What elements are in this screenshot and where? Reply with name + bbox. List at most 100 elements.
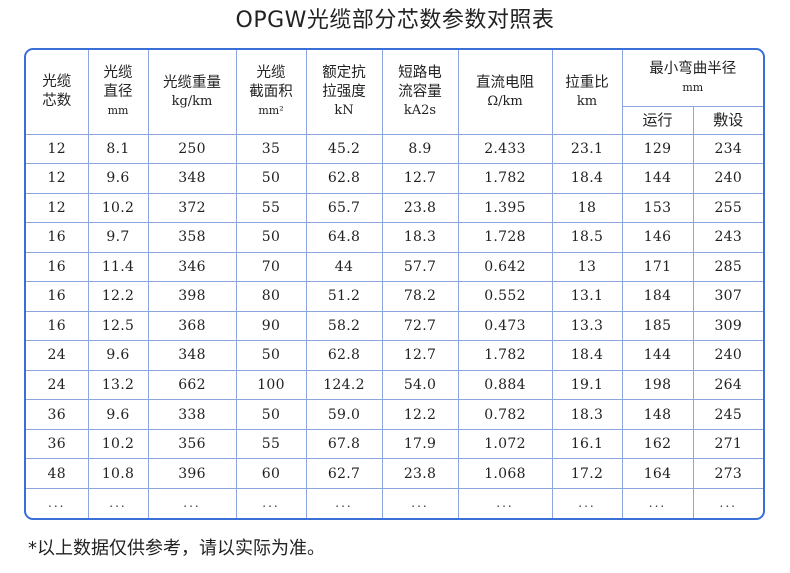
cell-diameter: 8.1 xyxy=(87,133,149,165)
cell-ratio: 13.1 xyxy=(551,281,623,312)
cell-strength: 65.7 xyxy=(305,192,383,224)
cell-ratio: 18.4 xyxy=(551,163,623,194)
cell-radius-run: 146 xyxy=(621,222,694,253)
cell-radius-run: 162 xyxy=(621,428,694,460)
cell-weight: 358 xyxy=(147,222,237,253)
cell-weight: 338 xyxy=(147,399,237,430)
cell-resistance: 2.433 xyxy=(457,133,553,165)
cell-strength: 62.7 xyxy=(305,458,383,489)
cell-radius-run: 185 xyxy=(621,310,694,342)
cell-strength: 45.2 xyxy=(305,133,383,165)
cell-radius-lay: 243 xyxy=(692,222,763,253)
cell-area: 50 xyxy=(235,163,307,194)
cell-radius-lay: 255 xyxy=(692,192,763,224)
cell-short-circuit: 12.7 xyxy=(381,340,459,371)
cell-area: 35 xyxy=(235,133,307,165)
cell-strength: 58.2 xyxy=(305,310,383,342)
cell-cores: 24 xyxy=(26,340,89,371)
table-header: 光缆 芯数 光缆 直径 mm 光缆重量 kg/km 光缆 截面积 mm² xyxy=(26,50,763,135)
header-resistance: 直流电阻 Ω/km xyxy=(457,50,553,135)
cell-ratio: 19.1 xyxy=(551,369,623,401)
cell-weight: 348 xyxy=(147,340,237,371)
cell-cores: 12 xyxy=(26,163,89,194)
cell-diameter: 10.2 xyxy=(87,428,149,460)
cell-short-circuit: 17.9 xyxy=(381,428,459,460)
cell-radius-lay: 245 xyxy=(692,399,763,430)
cell-ratio: 18.4 xyxy=(551,340,623,371)
cell-resistance: 0.782 xyxy=(457,399,553,430)
cell-weight: 396 xyxy=(147,458,237,489)
cell-cores: 36 xyxy=(26,399,89,430)
cell-short-circuit: 54.0 xyxy=(381,369,459,401)
cell-diameter: 10.8 xyxy=(87,458,149,489)
header-radius-lay: 敷设 xyxy=(692,105,763,135)
header-cores: 光缆 芯数 xyxy=(26,50,89,135)
cell-resistance: ... xyxy=(457,487,553,518)
cell-radius-run: 198 xyxy=(621,369,694,401)
cell-cores: 48 xyxy=(26,458,89,489)
cell-area: 60 xyxy=(235,458,307,489)
table-row: 24 13.2 662 100 124.2 54.0 0.884 19.1 198 264 xyxy=(26,369,763,401)
cell-cores: 16 xyxy=(26,310,89,342)
cell-weight: 356 xyxy=(147,428,237,460)
cell-short-circuit: 18.3 xyxy=(381,222,459,253)
cell-weight: 348 xyxy=(147,163,237,194)
header-bend-radius: 最小弯曲半径 mm xyxy=(621,50,763,107)
table-row: 16 9.7 358 50 64.8 18.3 1.728 18.5 146 243 xyxy=(26,222,763,253)
cell-short-circuit: 12.7 xyxy=(381,163,459,194)
cell-radius-lay: 273 xyxy=(692,458,763,489)
cell-ratio: 13 xyxy=(551,251,623,283)
cell-cores: 16 xyxy=(26,251,89,283)
cell-cores: 12 xyxy=(26,192,89,224)
cell-diameter: 9.7 xyxy=(87,222,149,253)
cell-resistance: 0.884 xyxy=(457,369,553,401)
cell-radius-lay: 285 xyxy=(692,251,763,283)
cell-radius-run: 144 xyxy=(621,340,694,371)
cell-area: 90 xyxy=(235,310,307,342)
cell-radius-lay: 264 xyxy=(692,369,763,401)
table-row: 12 10.2 372 55 65.7 23.8 1.395 18 153 255 xyxy=(26,192,763,224)
cell-diameter: 9.6 xyxy=(87,163,149,194)
cell-strength: 64.8 xyxy=(305,222,383,253)
cell-radius-lay: ... xyxy=(692,487,763,518)
cell-strength: 124.2 xyxy=(305,369,383,401)
parameter-table: 光缆 芯数 光缆 直径 mm 光缆重量 kg/km 光缆 截面积 mm² xyxy=(26,50,763,518)
cell-diameter: 11.4 xyxy=(87,251,149,283)
page-title: OPGW光缆部分芯数参数对照表 xyxy=(235,8,555,33)
cell-short-circuit: 78.2 xyxy=(381,281,459,312)
cell-cores: 24 xyxy=(26,369,89,401)
cell-ratio: 18.3 xyxy=(551,399,623,430)
cell-radius-lay: 307 xyxy=(692,281,763,312)
footnote: *以上数据仅供参考，请以实际为准。 xyxy=(28,538,325,559)
cell-ratio: ... xyxy=(551,487,623,518)
table-row: 16 12.5 368 90 58.2 72.7 0.473 13.3 185 309 xyxy=(26,310,763,342)
cell-radius-run: 184 xyxy=(621,281,694,312)
cell-short-circuit: 72.7 xyxy=(381,310,459,342)
cell-area: ... xyxy=(235,487,307,518)
cell-short-circuit: 23.8 xyxy=(381,458,459,489)
header-ratio: 拉重比 km xyxy=(551,50,623,135)
cell-resistance: 0.642 xyxy=(457,251,553,283)
cell-resistance: 1.782 xyxy=(457,340,553,371)
cell-radius-lay: 271 xyxy=(692,428,763,460)
header-weight: 光缆重量 kg/km xyxy=(147,50,237,135)
cell-cores: 16 xyxy=(26,281,89,312)
header-short-circuit: 短路电 流容量 kA2s xyxy=(381,50,459,135)
header-diameter: 光缆 直径 mm xyxy=(87,50,149,135)
cell-area: 55 xyxy=(235,428,307,460)
cell-weight: 250 xyxy=(147,133,237,165)
table-body: 12 8.1 250 35 45.2 8.9 2.433 23.1 129 234 12 9.6 348… xyxy=(26,133,763,518)
cell-cores: 12 xyxy=(26,133,89,165)
table-row: 16 12.2 398 80 51.2 78.2 0.552 13.1 184 307 xyxy=(26,281,763,312)
table-row: .............................. xyxy=(26,487,763,518)
cell-strength: 51.2 xyxy=(305,281,383,312)
cell-short-circuit: 57.7 xyxy=(381,251,459,283)
cell-diameter: 10.2 xyxy=(87,192,149,224)
cell-diameter: 9.6 xyxy=(87,399,149,430)
cell-weight: 346 xyxy=(147,251,237,283)
cell-weight: 662 xyxy=(147,369,237,401)
cell-resistance: 1.395 xyxy=(457,192,553,224)
cell-strength: ... xyxy=(305,487,383,518)
table-row: 36 9.6 338 50 59.0 12.2 0.782 18.3 148 245 xyxy=(26,399,763,430)
cell-radius-run: 144 xyxy=(621,163,694,194)
